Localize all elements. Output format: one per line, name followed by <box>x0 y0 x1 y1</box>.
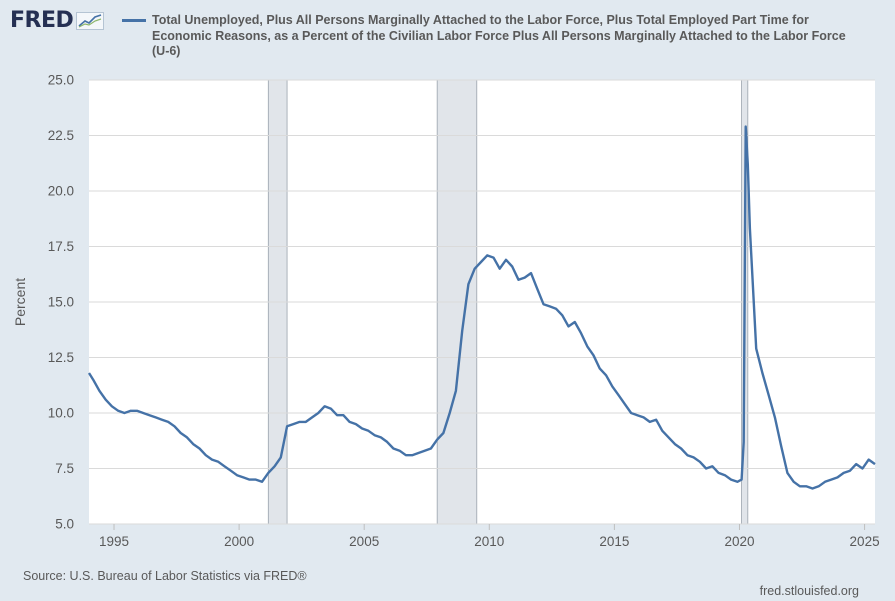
y-tick-label: 12.5 <box>48 350 74 365</box>
y-tick-label: 22.5 <box>48 128 74 143</box>
fred-logo[interactable]: FRED <box>10 8 105 33</box>
x-axis-ticks: 1995 2000 2005 2010 2015 2020 2025 <box>99 524 880 549</box>
x-tick-label: 2005 <box>349 534 379 549</box>
x-tick-label: 2015 <box>599 534 629 549</box>
source-note: Source: U.S. Bureau of Labor Statistics … <box>23 569 307 583</box>
legend-swatch <box>122 19 146 22</box>
x-tick-label: 2025 <box>850 534 880 549</box>
x-tick-label: 1995 <box>99 534 129 549</box>
fred-logo-text: FRED <box>10 8 74 33</box>
series-line-u6 <box>87 125 876 490</box>
y-tick-label: 5.0 <box>55 517 74 532</box>
x-tick-label: 2000 <box>224 534 254 549</box>
y-tick-label: 15.0 <box>48 295 74 310</box>
y-tick-label: 20.0 <box>48 184 74 199</box>
x-tick-label: 2010 <box>474 534 504 549</box>
y-axis-ticks: 5.0 7.5 10.0 12.5 15.0 17.5 20.0 22.5 25.0 <box>48 73 74 532</box>
y-tick-label: 17.5 <box>48 239 74 254</box>
trend-line-icon <box>76 11 105 30</box>
chart-legend: Total Unemployed, Plus All Persons Margi… <box>122 13 862 60</box>
y-tick-label: 7.5 <box>55 461 74 476</box>
y-tick-label: 10.0 <box>48 406 74 421</box>
y-axis-label: Percent <box>12 278 28 326</box>
legend-label: Total Unemployed, Plus All Persons Margi… <box>152 13 846 58</box>
x-tick-label: 2020 <box>724 534 754 549</box>
y-tick-label: 25.0 <box>48 73 74 88</box>
site-link[interactable]: fred.stlouisfed.org <box>759 584 859 598</box>
